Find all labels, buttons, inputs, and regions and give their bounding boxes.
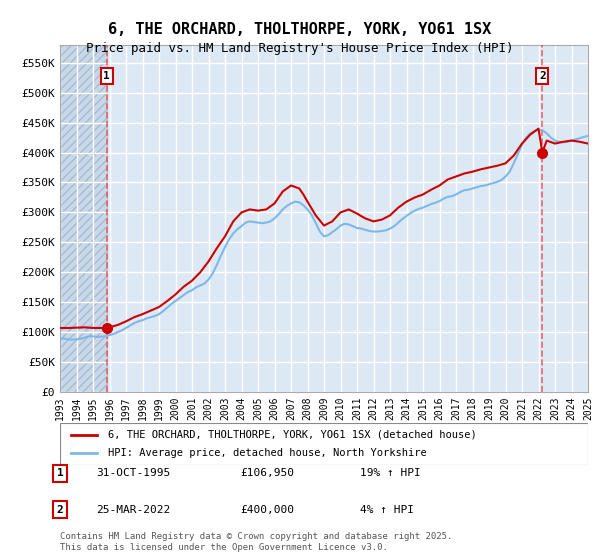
Text: £400,000: £400,000 xyxy=(240,505,294,515)
Text: 4% ↑ HPI: 4% ↑ HPI xyxy=(360,505,414,515)
Text: HPI: Average price, detached house, North Yorkshire: HPI: Average price, detached house, Nort… xyxy=(107,448,426,458)
Text: 6, THE ORCHARD, THOLTHORPE, YORK, YO61 1SX (detached house): 6, THE ORCHARD, THOLTHORPE, YORK, YO61 1… xyxy=(107,430,476,440)
Text: Contains HM Land Registry data © Crown copyright and database right 2025.
This d: Contains HM Land Registry data © Crown c… xyxy=(60,532,452,552)
Text: 2: 2 xyxy=(539,71,545,81)
FancyBboxPatch shape xyxy=(60,423,588,465)
Text: 25-MAR-2022: 25-MAR-2022 xyxy=(96,505,170,515)
Text: 2: 2 xyxy=(56,505,64,515)
Text: £106,950: £106,950 xyxy=(240,468,294,478)
Text: 31-OCT-1995: 31-OCT-1995 xyxy=(96,468,170,478)
Bar xyxy=(60,45,107,392)
Text: 1: 1 xyxy=(56,468,64,478)
Text: 19% ↑ HPI: 19% ↑ HPI xyxy=(360,468,421,478)
Text: 1: 1 xyxy=(103,71,110,81)
Bar xyxy=(60,45,107,392)
Text: Price paid vs. HM Land Registry's House Price Index (HPI): Price paid vs. HM Land Registry's House … xyxy=(86,42,514,55)
Text: 6, THE ORCHARD, THOLTHORPE, YORK, YO61 1SX: 6, THE ORCHARD, THOLTHORPE, YORK, YO61 1… xyxy=(109,22,491,38)
